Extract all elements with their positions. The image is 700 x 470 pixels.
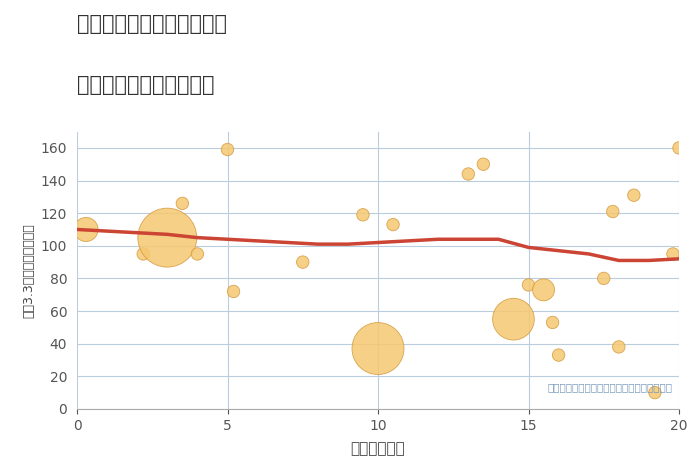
X-axis label: 駅距離（分）: 駅距離（分） (351, 441, 405, 456)
Point (176, 200, 188, 207)
Point (162, 234, 173, 242)
Point (667, 250, 678, 258)
Point (607, 208, 618, 215)
Point (547, 319, 558, 326)
Point (372, 345, 384, 352)
Point (538, 286, 549, 294)
Point (477, 160, 489, 168)
Point (598, 274, 609, 282)
Text: 大阪府高槻市奈佐原元町の: 大阪府高槻市奈佐原元町の (77, 14, 227, 34)
Point (222, 146, 233, 153)
Point (138, 250, 149, 258)
Point (508, 315, 519, 323)
Point (463, 170, 474, 178)
Point (192, 250, 203, 258)
Point (553, 351, 564, 359)
Point (388, 221, 399, 228)
Text: 駅距離別中古戸建て価格: 駅距離別中古戸建て価格 (77, 75, 214, 95)
Y-axis label: 坪（3.3㎡）単価（万円）: 坪（3.3㎡）単価（万円） (22, 223, 35, 318)
Point (650, 389, 661, 396)
Point (613, 343, 624, 351)
Text: 円の大きさは、取引のあった物件面積を示す: 円の大きさは、取引のあった物件面積を示す (548, 382, 673, 392)
Point (523, 281, 534, 289)
Point (80, 226, 92, 233)
Point (673, 144, 685, 152)
Point (228, 288, 239, 295)
Point (297, 258, 308, 266)
Point (629, 191, 640, 199)
Point (357, 211, 368, 219)
